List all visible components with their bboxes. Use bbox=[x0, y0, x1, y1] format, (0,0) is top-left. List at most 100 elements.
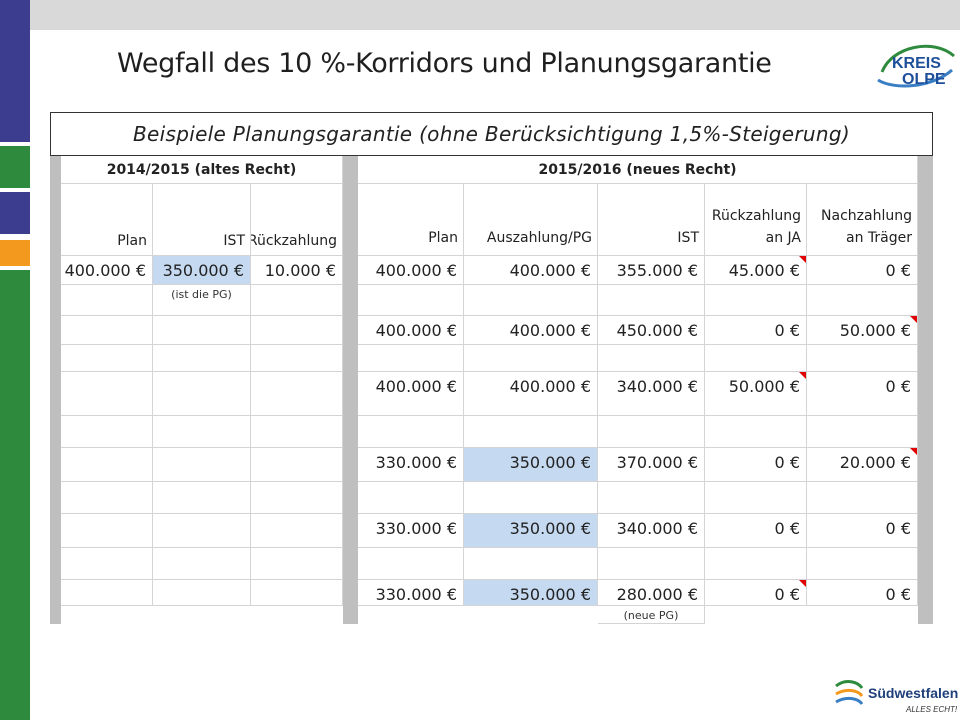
kreis-olpe-logo: KREIS OLPE bbox=[877, 44, 956, 88]
col-header-old-3: Rückzahlung bbox=[251, 184, 343, 256]
row-3-value-4: 50.000 € bbox=[705, 372, 807, 416]
old-note: (ist die PG) bbox=[153, 285, 251, 316]
col-header-old-2: IST bbox=[153, 184, 251, 256]
sw-logo-slogan: ALLES ECHT! bbox=[905, 705, 958, 714]
col-header-line: Auszahlung/PG bbox=[486, 230, 592, 246]
cell-new bbox=[464, 285, 598, 316]
table-caption-text: Beispiele Planungsgarantie (ohne Berücks… bbox=[133, 122, 850, 146]
old-value-3: 10.000 € bbox=[251, 256, 343, 285]
cell-old bbox=[61, 416, 153, 448]
cell-new bbox=[464, 548, 598, 580]
row-6-value-5: 0 € bbox=[807, 580, 918, 606]
cell-new bbox=[464, 345, 598, 372]
cell-old bbox=[61, 345, 153, 372]
side-stripe-blue-2 bbox=[0, 192, 30, 234]
cell-old bbox=[251, 548, 343, 580]
row-6-value-2: 350.000 € bbox=[464, 580, 598, 606]
row-2-value-1: 400.000 € bbox=[358, 316, 464, 345]
row-1-value-3: 355.000 € bbox=[598, 256, 705, 285]
cell-new bbox=[598, 416, 705, 448]
cell-old bbox=[61, 482, 153, 514]
kreis-logo-line1: KREIS bbox=[892, 55, 941, 72]
slide-title: Wegfall des 10 %-Korridors und Planungsg… bbox=[117, 48, 772, 79]
cell-new bbox=[807, 416, 918, 448]
cell-old bbox=[61, 316, 153, 345]
cell-new bbox=[358, 285, 464, 316]
row-4-value-4: 0 € bbox=[705, 448, 807, 482]
gray-bar-right bbox=[918, 156, 933, 624]
cell-new bbox=[705, 345, 807, 372]
cell-new bbox=[807, 548, 918, 580]
cell-old bbox=[251, 416, 343, 448]
comment-marker bbox=[910, 448, 917, 455]
row-4-value-3: 370.000 € bbox=[598, 448, 705, 482]
side-stripe-blue bbox=[0, 0, 30, 142]
cell-old bbox=[61, 448, 153, 482]
cell-old bbox=[251, 448, 343, 482]
side-stripe-green-2 bbox=[0, 270, 30, 720]
cell-new bbox=[598, 285, 705, 316]
row-5-value-4: 0 € bbox=[705, 514, 807, 548]
gray-bar-left bbox=[50, 156, 61, 624]
cell-new bbox=[358, 482, 464, 514]
cell-new bbox=[807, 345, 918, 372]
cell-old bbox=[153, 482, 251, 514]
row-1-value-2: 400.000 € bbox=[464, 256, 598, 285]
cell-old bbox=[61, 372, 153, 416]
comment-marker bbox=[799, 580, 806, 587]
row-6-value-3: 280.000 € bbox=[598, 580, 705, 606]
cell-new bbox=[598, 482, 705, 514]
cell-new bbox=[705, 416, 807, 448]
cell-new bbox=[705, 548, 807, 580]
cell-old bbox=[153, 548, 251, 580]
old-value-2: 350.000 € bbox=[153, 256, 251, 285]
cell-old bbox=[61, 514, 153, 548]
kreis-logo-line2: OLPE bbox=[902, 71, 946, 88]
row-5-value-5: 0 € bbox=[807, 514, 918, 548]
cell-old bbox=[251, 580, 343, 606]
col-header-new-5: Nachzahlung an Träger bbox=[807, 184, 918, 256]
row-6-value-4: 0 € bbox=[705, 580, 807, 606]
cell-old bbox=[153, 316, 251, 345]
cell-old bbox=[61, 548, 153, 580]
row-5-value-3: 340.000 € bbox=[598, 514, 705, 548]
side-stripe-green bbox=[0, 146, 30, 188]
gray-bar-middle bbox=[343, 156, 358, 624]
cell-old bbox=[61, 285, 153, 316]
side-stripe-orange bbox=[0, 240, 30, 266]
cell-old bbox=[153, 345, 251, 372]
col-header-line: Rückzahlung bbox=[711, 208, 801, 224]
col-header-line: Nachzahlung bbox=[821, 208, 912, 224]
comment-marker bbox=[910, 316, 917, 323]
col-header-new-1: Plan bbox=[358, 184, 464, 256]
cell-old bbox=[153, 580, 251, 606]
col-header-line: an JA bbox=[765, 230, 801, 246]
cell-old bbox=[251, 482, 343, 514]
row-4-value-1: 330.000 € bbox=[358, 448, 464, 482]
table-caption: Beispiele Planungsgarantie (ohne Berücks… bbox=[50, 112, 933, 156]
row-6-value-1: 330.000 € bbox=[358, 580, 464, 606]
group-header-new: 2015/2016 (neues Recht) bbox=[358, 156, 918, 184]
cell-new bbox=[464, 482, 598, 514]
cell-new bbox=[807, 482, 918, 514]
cell-old bbox=[61, 580, 153, 606]
cell-old bbox=[251, 514, 343, 548]
row-1-value-1: 400.000 € bbox=[358, 256, 464, 285]
cell-new bbox=[358, 548, 464, 580]
final-note: (neue PG) bbox=[598, 606, 705, 624]
cell-old bbox=[153, 372, 251, 416]
comment-marker bbox=[799, 256, 806, 263]
cell-new bbox=[705, 285, 807, 316]
cell-old bbox=[251, 316, 343, 345]
row-3-value-3: 340.000 € bbox=[598, 372, 705, 416]
cell-old bbox=[153, 514, 251, 548]
row-3-value-1: 400.000 € bbox=[358, 372, 464, 416]
row-1-value-4: 45.000 € bbox=[705, 256, 807, 285]
row-5-value-2: 350.000 € bbox=[464, 514, 598, 548]
cell-new bbox=[598, 345, 705, 372]
cell-old bbox=[251, 345, 343, 372]
row-2-value-4: 0 € bbox=[705, 316, 807, 345]
cell-new bbox=[464, 416, 598, 448]
row-3-value-5: 0 € bbox=[807, 372, 918, 416]
row-2-value-5: 50.000 € bbox=[807, 316, 918, 345]
